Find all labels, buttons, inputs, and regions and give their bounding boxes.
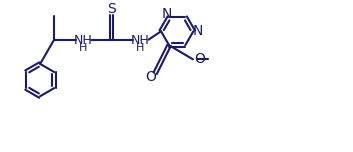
Text: NH: NH (74, 34, 92, 47)
Text: H: H (79, 43, 87, 53)
Text: O: O (146, 70, 157, 84)
Text: N: N (192, 24, 203, 38)
Text: N: N (162, 7, 172, 21)
Text: NH: NH (131, 34, 150, 47)
Text: S: S (107, 2, 116, 16)
Text: H: H (136, 43, 145, 53)
Text: O: O (195, 52, 205, 66)
